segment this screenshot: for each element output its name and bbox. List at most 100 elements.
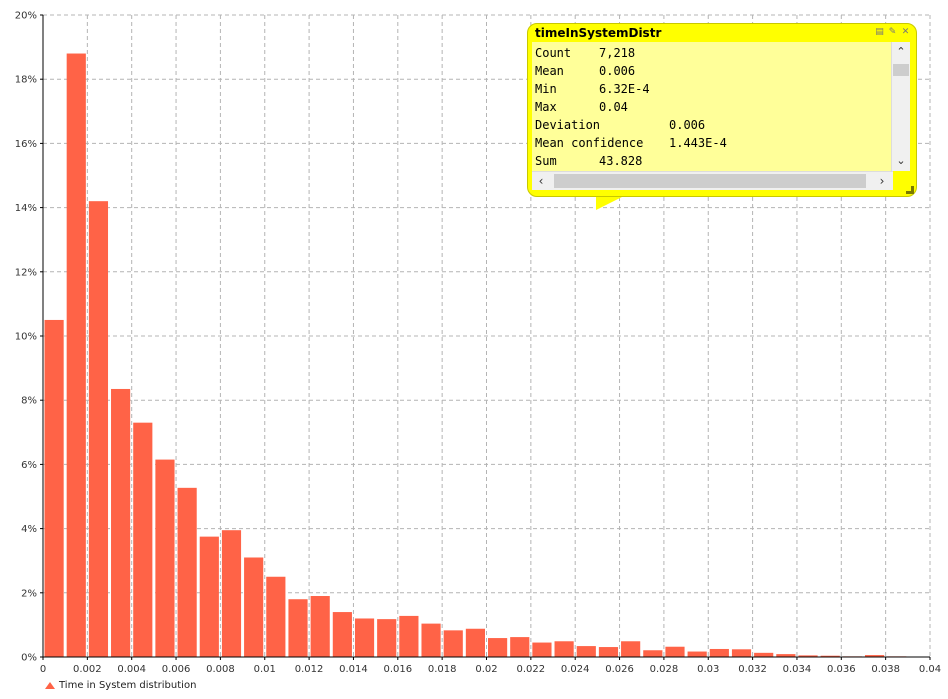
bar-21 bbox=[510, 637, 530, 657]
bar-33 bbox=[776, 654, 796, 657]
stat-row-count: Count 7,218 bbox=[535, 46, 635, 64]
y-tick-label-8: 16% bbox=[15, 139, 37, 150]
bar-28 bbox=[665, 646, 685, 657]
bar-35 bbox=[820, 655, 840, 657]
inspect-title: timeInSystemDistr bbox=[535, 26, 662, 40]
x-tick-label-13: 0.026 bbox=[605, 664, 634, 675]
inspect-body: Count 7,218 Mean 0.006 Min 6.32E-4 Max 0.04 Devi… bbox=[532, 42, 893, 189]
bar-20 bbox=[488, 638, 508, 657]
bar-5 bbox=[155, 459, 175, 657]
scroll-up-icon[interactable]: ⌃ bbox=[896, 45, 906, 58]
edit-icon[interactable]: ✎ bbox=[888, 27, 897, 37]
x-tick-label-3: 0.006 bbox=[162, 664, 191, 675]
bar-11 bbox=[288, 599, 308, 657]
bar-10 bbox=[266, 576, 286, 657]
stat-value: 0.006 bbox=[669, 118, 706, 132]
scroll-down-icon[interactable]: ⌄ bbox=[896, 154, 906, 167]
x-tick-label-16: 0.032 bbox=[738, 664, 767, 675]
axes bbox=[40, 14, 931, 660]
x-tick-label-0: 0 bbox=[40, 664, 46, 675]
bar-29 bbox=[687, 651, 707, 657]
legend-label: Time in System distribution bbox=[59, 680, 197, 691]
vertical-scroll-thumb[interactable] bbox=[893, 64, 909, 76]
bar-32 bbox=[754, 652, 774, 657]
resize-grip[interactable] bbox=[906, 186, 914, 194]
stat-key: Mean confidence bbox=[535, 136, 644, 150]
x-tick-label-18: 0.036 bbox=[827, 664, 856, 675]
close-icon[interactable]: ✕ bbox=[901, 27, 910, 37]
stat-key: Min bbox=[535, 82, 557, 96]
stat-value: 0.006 bbox=[599, 64, 636, 78]
y-tick-label-0: 0% bbox=[21, 653, 37, 664]
x-tick-label-6: 0.012 bbox=[295, 664, 324, 675]
bar-4 bbox=[133, 422, 153, 657]
y-tick-label-5: 10% bbox=[15, 332, 37, 343]
x-tick-label-12: 0.024 bbox=[561, 664, 590, 675]
x-tick-label-14: 0.028 bbox=[650, 664, 679, 675]
bar-37 bbox=[864, 655, 885, 657]
bar-13 bbox=[332, 612, 352, 657]
bar-24 bbox=[576, 646, 596, 657]
horizontal-scroll-thumb[interactable] bbox=[554, 174, 866, 188]
legend: Time in System distribution bbox=[45, 680, 196, 691]
x-tick-label-15: 0.03 bbox=[697, 664, 719, 675]
x-tick-label-19: 0.038 bbox=[871, 664, 900, 675]
bar-9 bbox=[244, 557, 264, 657]
stat-key: Count bbox=[535, 46, 572, 60]
stat-key: Sum bbox=[535, 154, 557, 168]
stat-value: 0.04 bbox=[599, 100, 628, 114]
stat-value: 6.32E-4 bbox=[599, 82, 650, 96]
x-tick-label-8: 0.016 bbox=[383, 664, 412, 675]
stat-row-mean-confidence: Mean confidence 1.443E-4 bbox=[535, 136, 727, 154]
bars bbox=[44, 53, 907, 657]
bar-26 bbox=[621, 641, 641, 657]
bar-2 bbox=[88, 201, 109, 657]
bar-3 bbox=[111, 388, 131, 657]
bar-25 bbox=[598, 647, 619, 657]
bar-19 bbox=[465, 628, 485, 657]
bar-17 bbox=[421, 623, 441, 657]
scroll-right-icon[interactable]: › bbox=[879, 174, 885, 188]
stat-value: 7,218 bbox=[599, 46, 636, 60]
stat-row-mean: Mean 0.006 bbox=[535, 64, 635, 82]
y-tick-label-7: 14% bbox=[15, 203, 37, 214]
x-tick-label-5: 0.01 bbox=[254, 664, 276, 675]
scroll-left-icon[interactable]: ‹ bbox=[538, 174, 544, 188]
x-tick-label-9: 0.018 bbox=[428, 664, 457, 675]
stat-key: Mean bbox=[535, 64, 564, 78]
horizontal-scrollbar[interactable]: ‹ › bbox=[532, 171, 893, 190]
chart-icon[interactable]: ▤ bbox=[875, 27, 884, 37]
x-tick-label-7: 0.014 bbox=[339, 664, 368, 675]
x-tick-label-17: 0.034 bbox=[783, 664, 812, 675]
vertical-scrollbar[interactable]: ⌃ ⌄ bbox=[891, 42, 910, 171]
bar-16 bbox=[399, 615, 419, 657]
stat-row-max: Max 0.04 bbox=[535, 100, 628, 118]
stat-key: Max bbox=[535, 100, 557, 114]
y-tick-label-6: 12% bbox=[15, 267, 37, 278]
x-tick-label-1: 0.002 bbox=[73, 664, 102, 675]
y-tick-label-9: 18% bbox=[15, 75, 37, 86]
bar-6 bbox=[177, 487, 197, 657]
y-tick-label-10: 20% bbox=[15, 11, 37, 22]
stat-row-min: Min 6.32E-4 bbox=[535, 82, 650, 100]
bar-15 bbox=[377, 619, 397, 657]
inspect-pointer bbox=[596, 196, 624, 210]
bar-18 bbox=[443, 630, 463, 657]
bar-34 bbox=[798, 655, 818, 657]
bar-30 bbox=[709, 648, 729, 657]
y-tick-labels: 0% 2% 4% 6% 8% 10% 12% 14% 16% 18% 20% bbox=[15, 11, 37, 664]
bar-8 bbox=[221, 530, 242, 657]
bar-22 bbox=[532, 642, 552, 657]
x-tick-labels: 0 0.002 0.004 0.006 0.008 0.01 0.012 0.014 0.016… bbox=[40, 664, 941, 675]
bar-0 bbox=[44, 319, 64, 657]
inspect-controls: ▤ ✎ ✕ bbox=[875, 28, 910, 37]
inspect-window[interactable]: timeInSystemDistr ▤ ✎ ✕ Count 7,218 Mean 0.… bbox=[527, 23, 917, 197]
y-tick-label-3: 6% bbox=[21, 460, 37, 471]
bar-12 bbox=[310, 596, 330, 657]
x-tick-label-11: 0.022 bbox=[517, 664, 546, 675]
y-tick-label-4: 8% bbox=[21, 396, 37, 407]
y-tick-label-1: 2% bbox=[21, 588, 37, 599]
stat-value: 1.443E-4 bbox=[669, 136, 727, 150]
bar-7 bbox=[199, 536, 219, 657]
